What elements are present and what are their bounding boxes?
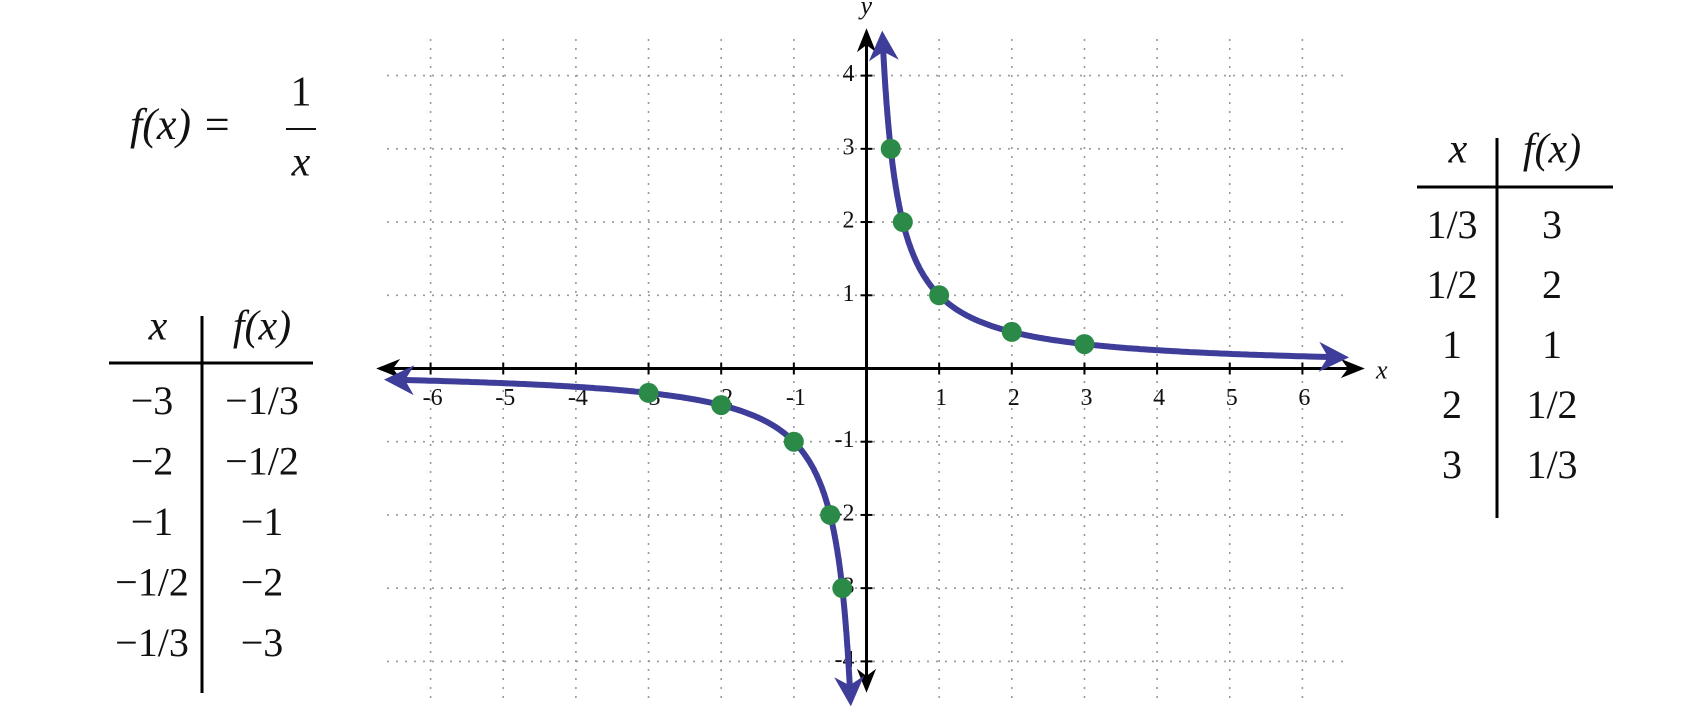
table-cell: 1/2 xyxy=(1526,382,1577,427)
table-cell: −1/2 xyxy=(115,560,189,605)
data-point xyxy=(892,212,913,233)
data-point xyxy=(1074,334,1095,355)
data-point xyxy=(638,382,659,403)
data-point xyxy=(820,504,841,525)
table-cell: 1/3 xyxy=(1426,202,1477,247)
table-cell: −3 xyxy=(131,378,174,423)
function-curve xyxy=(384,365,865,707)
y-tick-label: 1 xyxy=(843,281,855,307)
y-axis-label: y xyxy=(858,0,873,20)
data-point xyxy=(832,578,853,599)
x-tick-label: 2 xyxy=(1008,385,1020,411)
table-cell: 2 xyxy=(1542,262,1562,307)
table-cell: −1 xyxy=(131,499,174,544)
table-cell: −2 xyxy=(241,560,284,605)
y-tick-label: 4 xyxy=(843,61,855,87)
x-tick-label: 5 xyxy=(1226,385,1238,411)
table-cell: −1 xyxy=(241,499,284,544)
table-header: x xyxy=(148,304,168,350)
x-tick-label: 3 xyxy=(1080,385,1092,411)
y-tick-label: 3 xyxy=(843,134,855,160)
function-curve xyxy=(868,30,1349,372)
x-tick-label: -5 xyxy=(495,385,515,411)
table-cell: 1 xyxy=(1542,322,1562,367)
table-cell: −1/3 xyxy=(115,620,189,665)
data-point xyxy=(880,138,901,159)
x-tick-label: -1 xyxy=(786,385,806,411)
table-cell: −2 xyxy=(131,439,174,484)
table-header: x xyxy=(1448,127,1468,173)
tables: x f(x) −3 −1/3 −2 −1/2 −1 −1 −1/2 −2 −1/3 −3 x f(x) 1/… xyxy=(109,127,1613,693)
table-cell: 1/3 xyxy=(1526,442,1577,487)
table-cell: 3 xyxy=(1442,442,1462,487)
formula-lhs: f(x) = xyxy=(130,100,232,149)
x-tick-label: 1 xyxy=(935,385,947,411)
table-cell: 1/2 xyxy=(1426,262,1477,307)
y-tick-label: -1 xyxy=(835,427,855,453)
data-point xyxy=(1001,321,1022,342)
table-cell: 3 xyxy=(1542,202,1562,247)
data-point xyxy=(783,431,804,452)
table-header: f(x) xyxy=(1523,127,1581,173)
data-point xyxy=(929,285,950,306)
table-cell: 2 xyxy=(1442,382,1462,427)
table-header: f(x) xyxy=(233,304,291,350)
table-cell: 1 xyxy=(1442,322,1462,367)
data-point xyxy=(711,395,732,416)
x-axis-label: x xyxy=(1375,355,1388,384)
x-tick-label: -6 xyxy=(423,385,443,411)
x-tick-label: 6 xyxy=(1298,385,1310,411)
formula-numerator: 1 xyxy=(291,70,312,116)
x-tick-label: 4 xyxy=(1153,385,1165,411)
table-cell: −1/3 xyxy=(225,378,299,423)
formula: f(x) = 1 x xyxy=(130,70,316,186)
table-cell: −3 xyxy=(241,620,284,665)
table-cell: −1/2 xyxy=(225,439,299,484)
formula-denominator: x xyxy=(291,140,311,186)
y-tick-label: 2 xyxy=(843,208,855,234)
